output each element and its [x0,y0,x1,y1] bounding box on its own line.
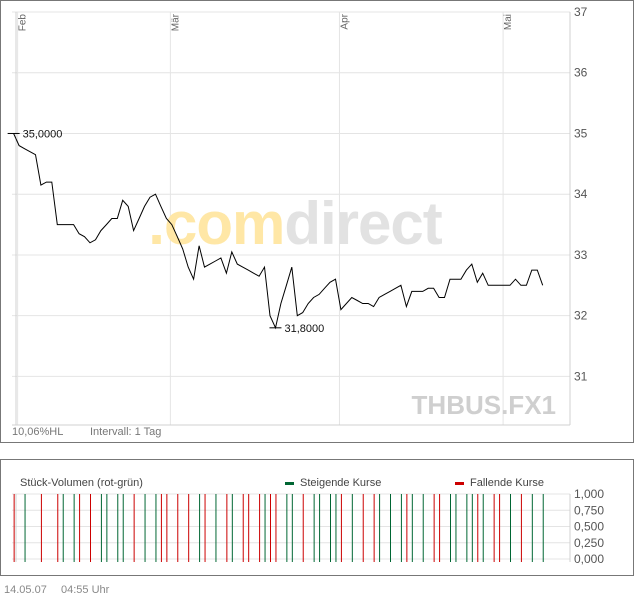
volume-panel-frame [0,459,634,576]
price-y-ticks: 31 32 33 34 35 36 37 [574,5,588,383]
watermark-direct: direct [284,190,442,257]
watermark-com: .com [148,190,284,257]
legend-down-swatch [455,482,464,485]
price-y-tick: 35 [574,126,588,140]
interval-label: Intervall: 1 Tag [90,426,161,438]
volume-title: Stück-Volumen (rot-grün) [20,477,143,489]
month-label: Mai [503,14,514,30]
legend-up-label: Steigende Kurse [300,477,381,489]
legend-up-swatch [285,482,294,485]
month-label: Mär [170,13,181,31]
price-annotations: 35,0000 31,8000 [7,128,324,335]
volume-y-tick: 0,250 [574,536,604,550]
volume-grid [12,493,571,562]
price-panel-frame [0,0,634,443]
price-y-tick: 36 [574,66,588,80]
volume-y-ticks: 1,000 0,750 0,500 0,250 0,000 [574,487,604,566]
volume-y-tick: 0,000 [574,552,604,566]
annotation-label: 31,8000 [284,323,324,335]
price-y-tick: 33 [574,248,588,262]
legend-down-label: Fallende Kurse [470,477,544,489]
price-grid [12,11,571,426]
hl-label: 10,06%HL [12,426,63,438]
price-line [13,133,544,330]
annotation-label: 35,0000 [23,128,63,140]
volume-y-tick: 0,500 [574,520,604,534]
price-series [13,133,544,330]
watermark-logo: .comdirect [148,190,442,257]
price-y-tick: 37 [574,5,588,19]
month-label: Feb [18,14,29,32]
price-y-tick: 32 [574,309,588,323]
volume-bars [13,494,544,562]
price-y-tick: 31 [574,369,588,383]
month-label: Apr [339,13,350,29]
footer-time: 04:55 Uhr [61,584,110,596]
volume-y-tick: 1,000 [574,487,604,501]
price-y-tick: 34 [574,187,588,201]
month-labels: Feb Mär Apr Mai [18,13,514,31]
symbol-label: THBUS.FX1 [412,390,556,420]
volume-y-tick: 0,750 [574,503,604,517]
footer-date: 14.05.07 [4,584,47,596]
